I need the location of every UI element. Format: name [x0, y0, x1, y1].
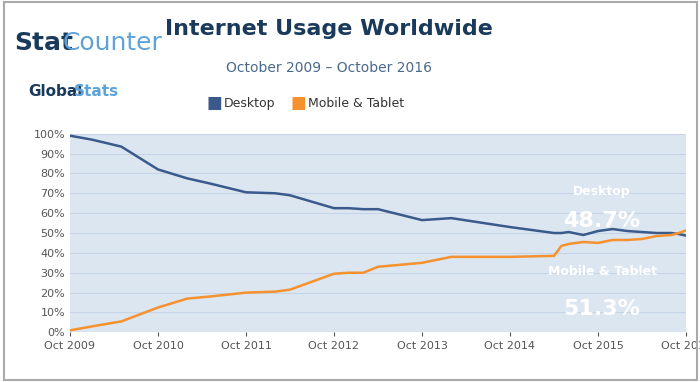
Text: Desktop: Desktop — [573, 185, 631, 198]
Text: Stats: Stats — [74, 84, 118, 99]
Text: Mobile & Tablet: Mobile & Tablet — [547, 265, 657, 278]
Text: Mobile & Tablet: Mobile & Tablet — [308, 97, 404, 110]
Text: Stat: Stat — [14, 31, 73, 55]
Text: October 2009 – October 2016: October 2009 – October 2016 — [226, 61, 432, 75]
Text: ■: ■ — [290, 94, 307, 112]
Text: 48.7%: 48.7% — [564, 210, 640, 231]
Text: Counter: Counter — [63, 31, 163, 55]
Text: Desktop: Desktop — [224, 97, 276, 110]
Text: Global: Global — [28, 84, 83, 99]
Text: 51.3%: 51.3% — [564, 299, 640, 319]
Text: ■: ■ — [206, 94, 223, 112]
Text: Internet Usage Worldwide: Internet Usage Worldwide — [165, 19, 493, 39]
